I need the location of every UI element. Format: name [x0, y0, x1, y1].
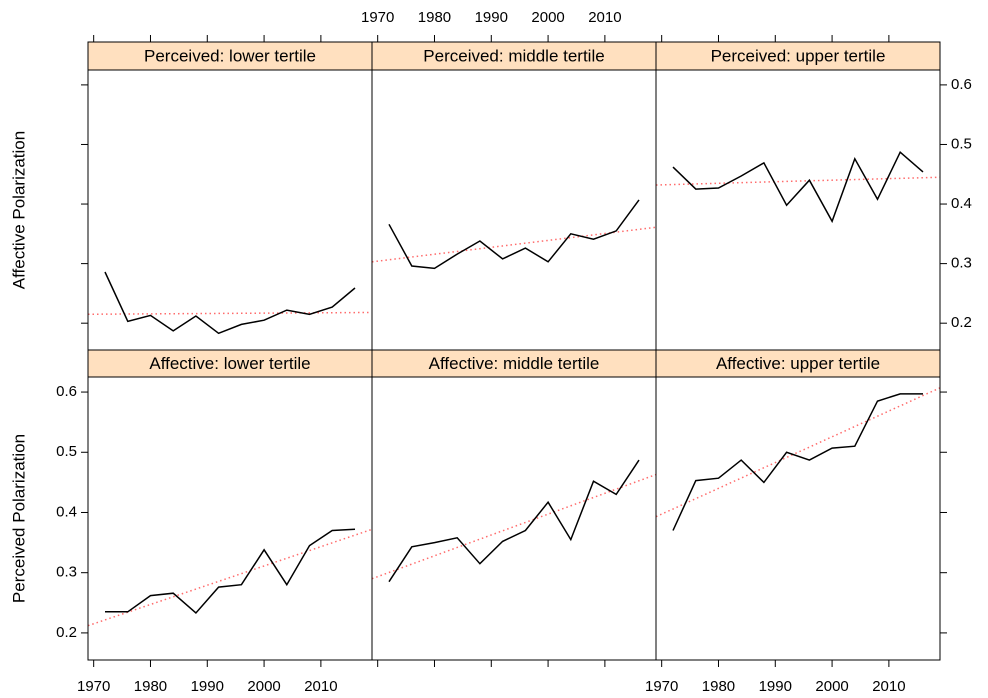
- y-tick-label: 0.2: [56, 624, 77, 641]
- y-tick-label: 0.2: [951, 314, 972, 331]
- x-tick-label: 1990: [191, 678, 224, 695]
- panel-frame: [371, 349, 657, 661]
- y-tick-label: 0.4: [56, 503, 77, 520]
- y-tick-label: 0.5: [56, 443, 77, 460]
- strip-title: Perceived: upper tertile: [711, 46, 886, 65]
- y-axis-label: Perceived Polarization: [9, 434, 28, 603]
- strip-title: Affective: middle tertile: [429, 354, 600, 373]
- x-tick-label: 1970: [361, 9, 394, 26]
- x-tick-label: 2010: [872, 678, 905, 695]
- strip: [87, 41, 373, 71]
- x-tick-label: 2000: [815, 678, 848, 695]
- panel-frame: [371, 41, 657, 351]
- x-tick-label: 2000: [531, 9, 564, 26]
- strip: [371, 41, 657, 71]
- y-tick-label: 0.6: [56, 383, 77, 400]
- x-tick-label: 1990: [475, 9, 508, 26]
- y-tick-label: 0.3: [951, 255, 972, 272]
- x-tick-label: 2010: [304, 678, 337, 695]
- strip-title: Affective: upper tertile: [716, 354, 880, 373]
- data-line: [672, 150, 924, 224]
- x-tick-label: 2000: [247, 678, 280, 695]
- y-tick-label: 0.6: [951, 76, 972, 93]
- panel-frame: [655, 349, 941, 661]
- x-tick-label: 1970: [77, 678, 110, 695]
- y-tick-label: 0.3: [56, 564, 77, 581]
- x-tick-label: 1980: [702, 678, 735, 695]
- trend-line: [371, 473, 657, 580]
- data-line: [672, 393, 923, 531]
- x-tick-label: 1980: [134, 678, 167, 695]
- trend-line: [87, 528, 373, 627]
- x-tick-label: 2010: [588, 9, 621, 26]
- x-tick-label: 1970: [645, 678, 678, 695]
- x-tick-label: 1980: [418, 9, 451, 26]
- strip-title: Perceived: middle tertile: [423, 46, 604, 65]
- trend-line: [655, 387, 941, 518]
- data-line: [388, 199, 640, 270]
- y-tick-label: 0.5: [951, 135, 972, 152]
- data-line: [104, 271, 356, 335]
- trend-line: [87, 311, 373, 316]
- y-tick-label: 0.4: [951, 195, 972, 212]
- y-axis-label: Affective Polarization: [9, 131, 28, 289]
- strip-title: Affective: lower tertile: [149, 354, 310, 373]
- data-line: [105, 528, 356, 615]
- strip-title: Perceived: lower tertile: [144, 46, 316, 65]
- data-line: [388, 459, 640, 583]
- x-tick-label: 1990: [759, 678, 792, 695]
- panel-frame: [87, 349, 373, 661]
- trend-line: [655, 176, 941, 186]
- panel-frame: [655, 41, 941, 351]
- panel-frame: [87, 41, 373, 351]
